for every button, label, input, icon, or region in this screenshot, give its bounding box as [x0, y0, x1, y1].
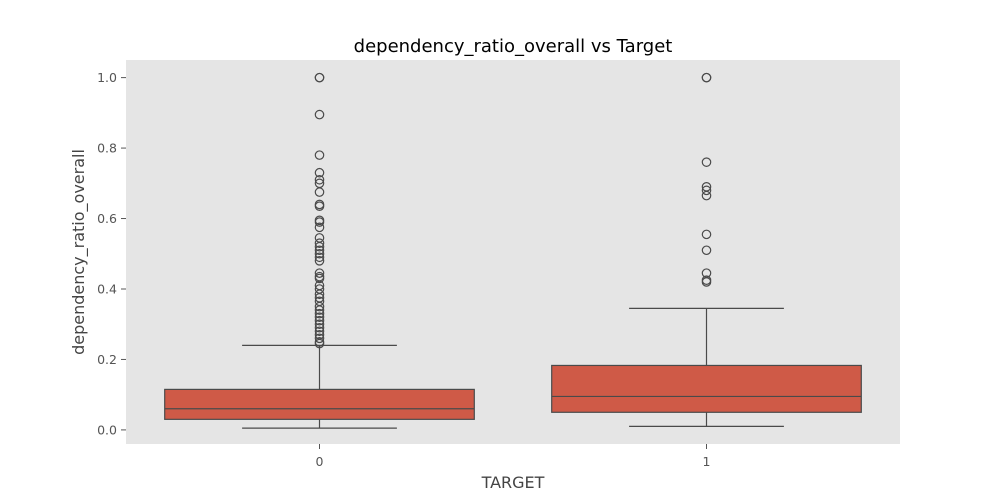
outlier-point	[314, 174, 325, 185]
boxes-layer	[164, 72, 862, 429]
outlier-point	[701, 190, 712, 201]
outlier-point	[314, 252, 325, 263]
outlier-point	[701, 157, 712, 167]
outlier-point	[701, 245, 712, 256]
outlier-point	[314, 201, 325, 212]
box-group-0	[164, 72, 475, 429]
x-tick-label: 0	[316, 454, 324, 469]
y-tick-label: 0.8	[97, 141, 117, 156]
outlier-point	[314, 289, 325, 300]
chart-title: dependency_ratio_overall vs Target	[354, 36, 673, 57]
outlier-point	[314, 222, 325, 233]
outlier-point	[314, 268, 325, 278]
y-tick-label: 0.2	[97, 352, 117, 367]
outlier-point	[314, 273, 325, 284]
outlier-point	[314, 187, 325, 197]
outlier-point	[314, 333, 325, 344]
outlier-point	[314, 238, 325, 248]
outlier-point	[314, 319, 325, 330]
outlier-point	[314, 312, 325, 322]
outlier-point	[701, 277, 712, 287]
outlier-point	[314, 167, 325, 178]
outlier-point	[314, 245, 325, 256]
y-tick-label: 0.0	[97, 422, 117, 437]
y-axis-label: dependency_ratio_overall	[69, 149, 89, 355]
outlier-point	[314, 308, 325, 319]
x-tick-label: 1	[703, 454, 711, 469]
outlier-point	[314, 72, 325, 83]
outlier-point	[314, 109, 325, 120]
outlier-point	[701, 185, 712, 196]
y-tick-label: 1.0	[97, 70, 117, 85]
outlier-point	[701, 72, 712, 83]
outlier-point	[314, 217, 325, 227]
outlier-point	[314, 256, 325, 266]
outlier-point	[314, 338, 325, 349]
box-group-1	[551, 72, 862, 427]
y-tick-label: 0.4	[97, 281, 117, 296]
outlier-point	[314, 305, 325, 315]
x-axis-label: TARGET	[481, 473, 545, 492]
box-iqr	[164, 388, 475, 420]
outlier-point	[314, 150, 325, 160]
outlier-point	[701, 229, 712, 240]
outlier-point	[314, 301, 325, 312]
y-axis: 0.0 0.2 0.4 0.6 0.8 1.0	[97, 70, 126, 437]
box-iqr	[551, 364, 862, 413]
outlier-point	[314, 322, 325, 333]
outlier-point	[314, 315, 325, 326]
outlier-point	[314, 248, 325, 259]
outlier-point	[314, 241, 325, 252]
y-tick-label: 0.6	[97, 211, 117, 226]
outlier-point	[314, 326, 325, 337]
